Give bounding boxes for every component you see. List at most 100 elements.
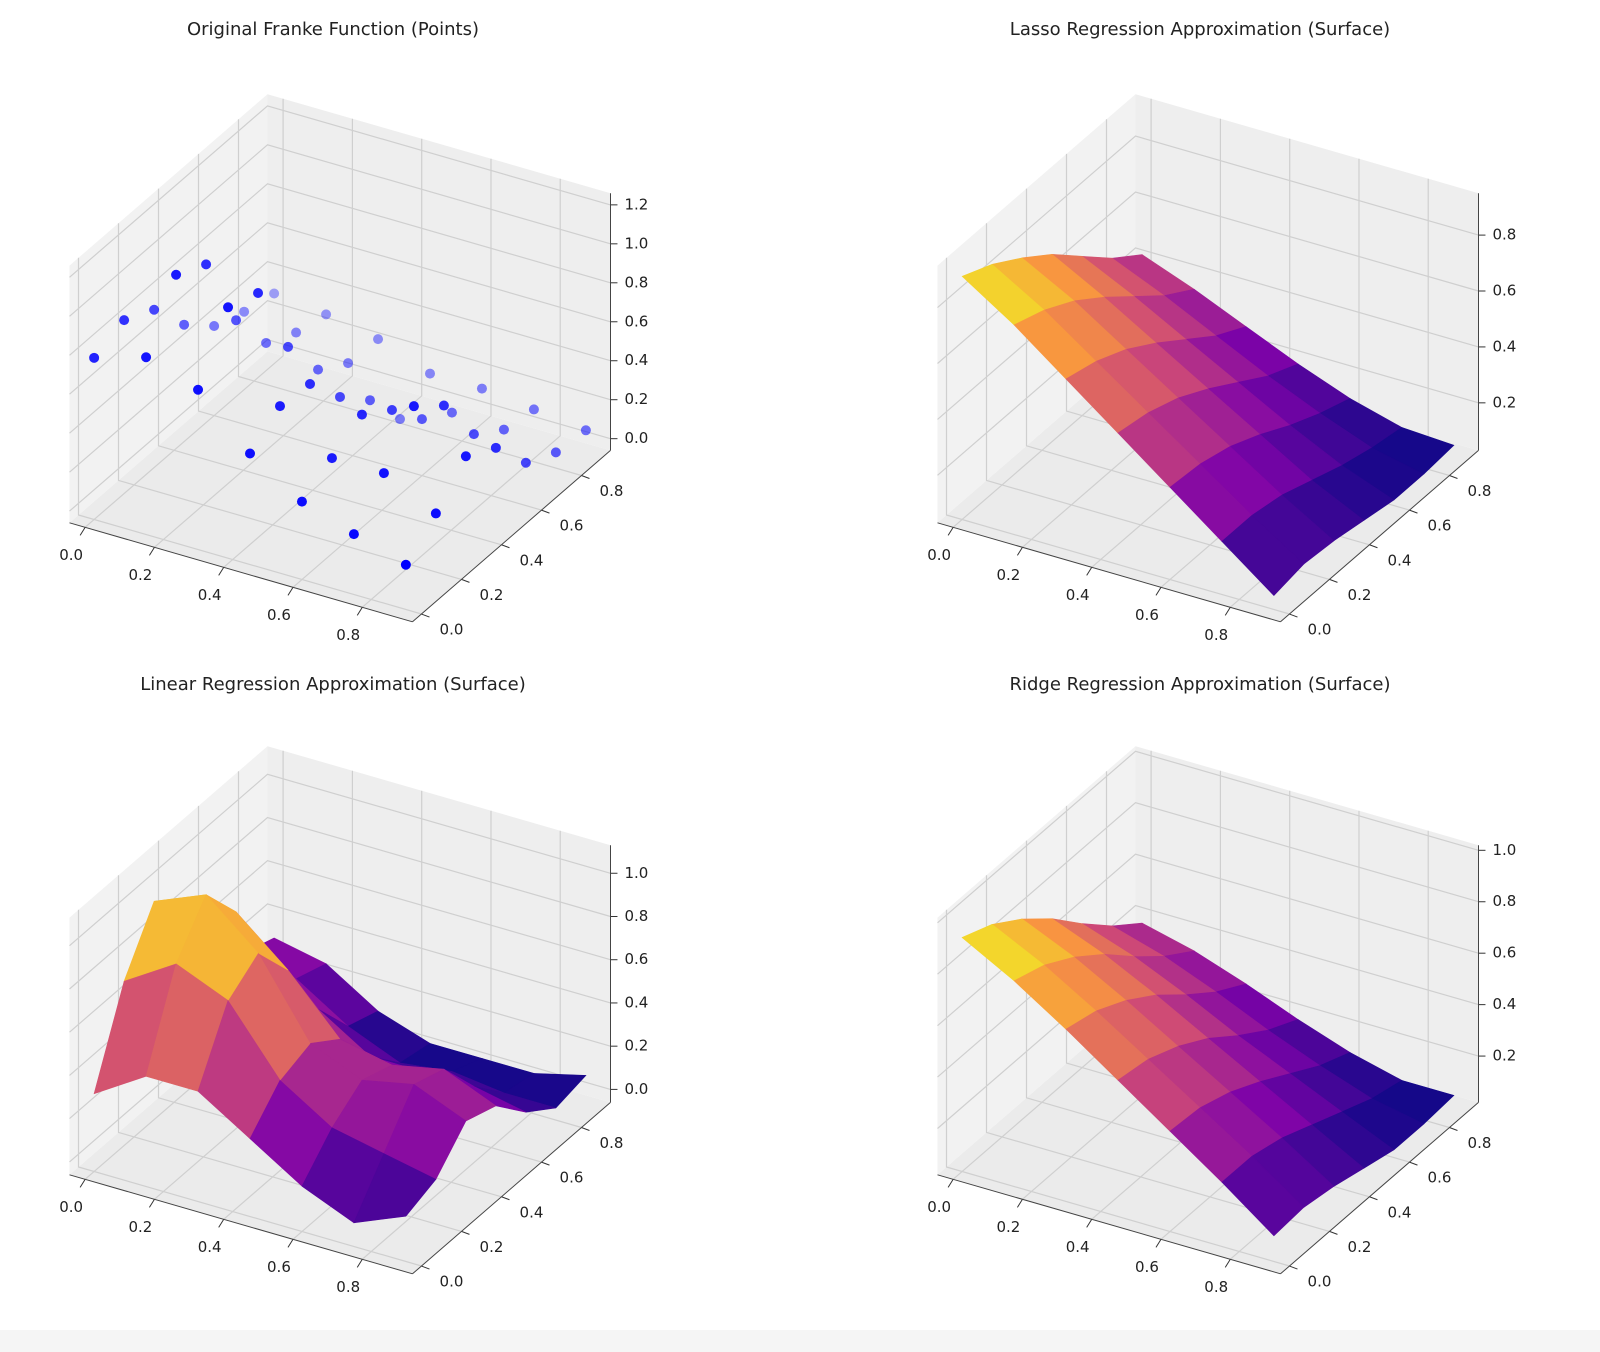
x-tick (1155, 1239, 1162, 1248)
data-point (430, 508, 441, 519)
data-point (141, 352, 152, 363)
x-tick (1086, 1219, 1093, 1228)
y-grid-line (985, 223, 1330, 580)
data-point (386, 405, 397, 416)
y-tick-label: 0.6 (1428, 517, 1452, 535)
surface-patch (1221, 514, 1305, 597)
y-tick (421, 1265, 430, 1270)
surface-patch (1221, 1155, 1305, 1237)
data-point (269, 288, 280, 299)
y-grid-line (945, 909, 1290, 1267)
x-tick-label: 0.0 (59, 546, 83, 564)
z-tick-label: 0.6 (1492, 944, 1516, 962)
y-tick-label: 0.0 (440, 621, 464, 639)
data-point (253, 287, 264, 298)
subplot: Original Franke Function (Points) 0.0 0.2 0… (59, 19, 648, 644)
y-tick (1409, 1161, 1418, 1166)
y-tick-label: 0.2 (480, 1238, 504, 1256)
z-grid-line (937, 802, 1479, 975)
y-tick-label: 0.4 (1388, 1203, 1412, 1221)
data-point (305, 378, 315, 389)
y-tick-label: 0.2 (1348, 1238, 1372, 1256)
z-grid-line (69, 300, 611, 473)
y-tick (1449, 475, 1458, 479)
z-grid-line (69, 222, 611, 395)
z-tick-label: 0.2 (624, 390, 648, 408)
data-point (373, 334, 384, 345)
x-axis-line (69, 1174, 413, 1275)
z-grid-line (937, 904, 1479, 1078)
y-tick (501, 1196, 510, 1201)
y-tick-label: 0.4 (520, 551, 544, 569)
data-point (438, 400, 449, 411)
z-tick-label: 1.2 (624, 195, 648, 213)
x-tick-label: 0.8 (336, 1278, 360, 1296)
y-axis-line (1280, 1102, 1479, 1275)
x-tick (947, 1179, 954, 1188)
y-tick-label: 0.6 (560, 517, 584, 535)
x-tick (1016, 547, 1023, 556)
x-tick (148, 547, 155, 556)
x-tick-label: 0.0 (927, 1198, 951, 1216)
subplot: Lasso Regression Approximation (Surface)… (927, 19, 1516, 644)
y-tick-label: 0.4 (1388, 551, 1412, 569)
x-axis-line (937, 1174, 1281, 1275)
y-tick-label: 0.4 (520, 1203, 544, 1221)
data-point (171, 269, 182, 280)
data-point (528, 404, 539, 415)
x-grid-line (84, 98, 284, 528)
x-tick (218, 1219, 225, 1228)
data-point (231, 315, 242, 326)
subplot: Linear Regression Approximation (Surface… (59, 674, 648, 1296)
x-tick-label: 0.8 (1204, 626, 1228, 644)
data-point (193, 384, 204, 395)
data-point (348, 529, 359, 540)
subplot-title: Lasso Regression Approximation (Surface) (1010, 19, 1390, 40)
y-tick (541, 1161, 550, 1166)
x-tick (79, 527, 86, 536)
x-tick (287, 1239, 294, 1248)
x-tick-label: 0.2 (128, 1218, 152, 1236)
y-grid-line (77, 909, 422, 1267)
data-point (321, 309, 332, 320)
data-point (365, 395, 375, 406)
data-point (275, 401, 285, 412)
y-grid-line (985, 875, 1330, 1232)
z-tick-label: 0.8 (624, 273, 648, 291)
data-point (408, 401, 419, 412)
z-tick-label: 0.2 (1492, 1047, 1516, 1065)
bottom-strip (0, 1330, 1600, 1352)
data-point (460, 451, 471, 462)
floor-pane (69, 351, 611, 622)
x-tick (148, 1199, 155, 1208)
data-point (119, 315, 130, 326)
z-tick-label: 0.0 (624, 429, 648, 447)
x-tick (1155, 587, 1162, 596)
y-tick (581, 1127, 590, 1131)
x-tick-label: 0.4 (198, 1238, 222, 1256)
data-point (291, 327, 302, 338)
x-tick-label: 0.8 (336, 626, 360, 644)
z-tick-label: 0.2 (1492, 393, 1516, 411)
x-grid-line (223, 138, 423, 568)
x-grid-line (292, 158, 492, 588)
data-point (343, 358, 354, 369)
y-tick (1329, 1230, 1338, 1235)
x-tick (947, 527, 954, 536)
data-point (395, 414, 405, 425)
data-point (283, 341, 294, 352)
z-tick-label: 0.4 (1492, 337, 1516, 355)
y-tick-label: 0.2 (1348, 586, 1372, 604)
x-tick (218, 567, 225, 576)
x-tick-label: 0.0 (927, 546, 951, 564)
z-grid-line (69, 261, 611, 434)
y-tick (1369, 1196, 1378, 1201)
z-tick-label: 0.4 (624, 351, 648, 369)
data-point (179, 319, 190, 330)
z-grid-line (937, 247, 1479, 420)
y-tick (581, 475, 590, 479)
y-tick (461, 1230, 470, 1235)
y-tick (1449, 1127, 1458, 1131)
data-point (446, 407, 457, 418)
y-tick-label: 0.6 (1428, 1169, 1452, 1187)
